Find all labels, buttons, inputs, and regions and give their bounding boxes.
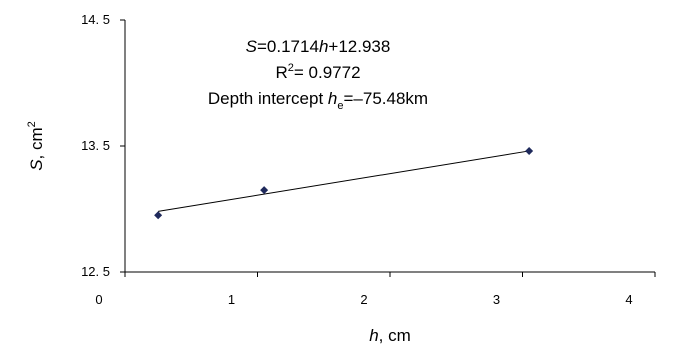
- x-tick-label: 4: [625, 292, 632, 307]
- x-ticks: 0 1 2 3 4: [95, 272, 656, 307]
- depth-intercept-label: Depth intercept he=–75.48km: [208, 89, 428, 112]
- x-axis-title: h, cm: [369, 326, 411, 345]
- r-squared-label: R2= 0.9772: [275, 62, 360, 82]
- trend-equation: S=0.1714h+12.938: [246, 37, 391, 56]
- x-tick-label: 0: [95, 292, 102, 307]
- y-axis-title: S, cm2: [26, 121, 46, 171]
- trendline: [158, 150, 530, 212]
- y-tick-label: 12. 5: [81, 264, 110, 279]
- y-ticks: 12. 5 13. 5 14. 5: [81, 12, 125, 279]
- x-tick-label: 1: [228, 292, 235, 307]
- x-tick-label: 2: [360, 292, 367, 307]
- data-points: [154, 147, 534, 220]
- axes: [124, 20, 655, 273]
- y-tick-label: 13. 5: [81, 138, 110, 153]
- y-tick-label: 14. 5: [81, 12, 110, 27]
- data-point: [260, 186, 269, 195]
- data-point: [525, 147, 534, 156]
- x-tick-label: 3: [493, 292, 500, 307]
- data-point: [154, 211, 163, 220]
